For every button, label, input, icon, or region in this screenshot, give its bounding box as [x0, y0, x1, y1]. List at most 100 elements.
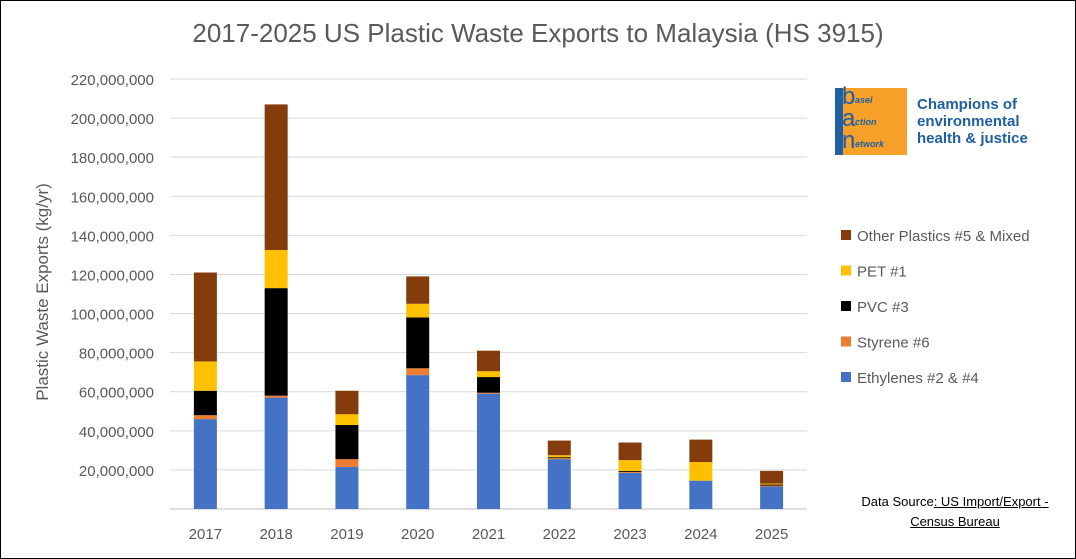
source-link-line-2[interactable]: Census Bureau [910, 514, 1000, 529]
bar-segment [335, 424, 359, 460]
bar-segment [547, 459, 571, 509]
x-tick-label: 2022 [543, 526, 576, 543]
bar-segment [547, 440, 571, 456]
logo-letter-b: b [842, 83, 856, 110]
tagline-line-3: health & justice [917, 130, 1028, 147]
bar-segment [335, 414, 359, 425]
bar-segment [618, 460, 642, 471]
x-tick-label: 2024 [684, 526, 717, 543]
logo-bar [835, 88, 843, 155]
bar-segment [477, 392, 500, 394]
bar-segment [477, 377, 500, 393]
bar-segment [193, 415, 217, 420]
legend-label: Ethylenes #2 & #4 [857, 370, 979, 387]
y-axis-ticks: 20,000,000 40,000,000 60,000,000 80,000,000… [71, 72, 154, 480]
bar-segment [406, 276, 430, 304]
bar-segment [760, 484, 784, 486]
bar-stack-2023 [618, 442, 642, 509]
logo-row-action: a ction [835, 107, 907, 132]
y-tick-label: 120,000,000 [71, 267, 154, 284]
legend-item: PET #1 [841, 264, 907, 281]
logo-row-basel: b asel [835, 83, 907, 110]
legend-label: PVC #3 [857, 299, 909, 316]
logo-word-action: ction [855, 117, 877, 127]
x-tick-label: 2017 [189, 526, 222, 543]
legend-swatch [841, 230, 851, 240]
x-tick-label: 2025 [755, 526, 788, 543]
legend-item: Other Plastics #5 & Mixed [841, 228, 1030, 245]
bar-segment [406, 375, 430, 509]
bar-segment [193, 361, 217, 391]
bar-stack-2020 [406, 276, 430, 509]
bar-segment [618, 472, 642, 509]
y-tick-label: 80,000,000 [79, 346, 154, 363]
x-tick-label: 2020 [401, 526, 434, 543]
bar-segment [264, 397, 288, 509]
x-tick-label: 2018 [259, 526, 292, 543]
legend-swatch [841, 265, 851, 276]
bar-segment [547, 458, 571, 460]
bar-segment [477, 371, 500, 378]
legend-item: Styrene #6 [841, 335, 930, 352]
bar-segment [689, 439, 713, 463]
bar-segment [193, 272, 217, 362]
bar-segment [477, 393, 500, 509]
bar-stack-2025 [760, 470, 784, 509]
bar-segment [193, 390, 217, 416]
bar-segment [760, 470, 784, 484]
y-tick-label: 60,000,000 [79, 385, 154, 402]
bar-segment [618, 470, 642, 472]
logo-tagline: Champions of environmental health & just… [917, 96, 1067, 147]
x-axis-ticks: 2017 2018 2019 2020 2021 2022 2023 2024 2025 [189, 526, 789, 543]
bar-segment [406, 368, 430, 376]
x-tick-label: 2019 [330, 526, 363, 543]
logo-letter-n: n [842, 127, 856, 154]
legend-item: PVC #3 [841, 299, 909, 316]
bar-stack-2019 [335, 390, 359, 509]
data-source: Data Source: US Import/Export - Census B… [840, 492, 1070, 532]
legend-label: Other Plastics #5 & Mixed [857, 228, 1030, 245]
bar-segment [760, 485, 784, 487]
bar-segment [618, 471, 642, 473]
bar-segment [264, 104, 288, 251]
bar-segment [264, 395, 288, 398]
legend-swatch [841, 336, 851, 347]
y-tick-label: 160,000,000 [71, 189, 154, 206]
bar-segment [760, 483, 784, 485]
logo-word-network: etwork [855, 139, 885, 149]
bar-segment [264, 250, 288, 289]
bar-segment [406, 303, 430, 318]
logo-word-basel: asel [855, 95, 873, 105]
tagline-line-2: environmental [917, 113, 1020, 130]
legend-swatch [841, 301, 851, 311]
y-tick-label: 100,000,000 [71, 307, 154, 324]
bar-segment [547, 457, 571, 459]
source-link[interactable]: : US Import/Export - [933, 494, 1049, 509]
tagline-line-1: Champions of [917, 96, 1017, 113]
chart-title: 2017-2025 US Plastic Waste Exports to Ma… [192, 18, 884, 48]
x-tick-label: 2023 [613, 526, 646, 543]
y-tick-label: 140,000,000 [71, 228, 154, 245]
bar-segment [618, 442, 642, 461]
source-label: Data Source [861, 494, 934, 509]
y-tick-label: 20,000,000 [79, 463, 154, 480]
y-tick-label: 180,000,000 [71, 150, 154, 167]
bar-segment [406, 317, 430, 369]
legend-label: PET #1 [857, 264, 907, 281]
bar-segment [760, 486, 784, 509]
y-tick-label: 40,000,000 [79, 424, 154, 441]
bar-stack-2022 [547, 440, 571, 509]
bars [193, 104, 784, 509]
logo-row-network: n etwork [835, 127, 907, 154]
y-tick-label: 200,000,000 [71, 111, 154, 128]
bar-segment [193, 419, 217, 509]
bar-segment [335, 390, 359, 415]
bar-segment [264, 288, 288, 396]
y-axis-label: Plastic Waste Exports (kg/yr) [33, 183, 52, 401]
bar-segment [689, 480, 713, 509]
y-tick-label: 220,000,000 [71, 72, 154, 89]
bar-segment [689, 462, 713, 481]
bar-segment [335, 466, 359, 509]
legend-swatch [841, 372, 851, 382]
